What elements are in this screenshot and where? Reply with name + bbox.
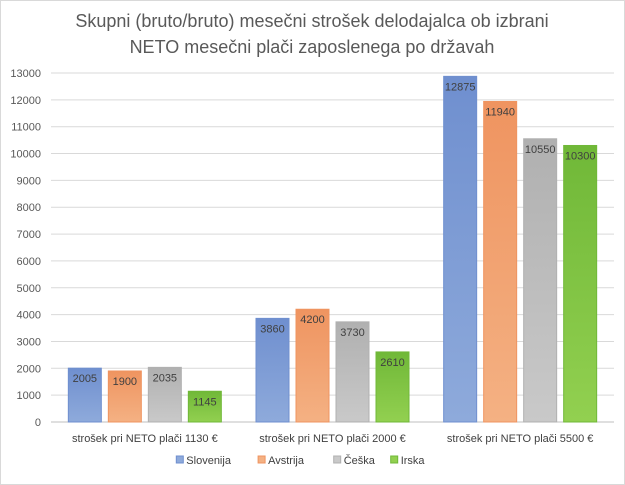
category-label: strošek pri NETO plači 2000 € (259, 433, 406, 445)
data-label: 4200 (300, 314, 324, 326)
data-label: 12875 (445, 81, 476, 93)
bar-avstrija (295, 308, 330, 423)
data-label: 3730 (340, 327, 364, 339)
bar-irska (375, 351, 410, 423)
y-tick-label: 9000 (17, 175, 41, 187)
data-label: 11940 (485, 106, 515, 118)
legend-label: Avstrija (268, 455, 305, 467)
bar-slovenija (255, 317, 290, 423)
y-tick-label: 5000 (17, 283, 41, 295)
legend-label: Slovenija (186, 455, 232, 467)
data-label: 2005 (73, 373, 97, 385)
bar-avstrija (107, 370, 142, 423)
legend-swatch-irska (390, 455, 399, 464)
data-label: 1145 (193, 396, 217, 408)
data-label: 10550 (525, 144, 556, 156)
bar-slovenija (67, 367, 102, 423)
legend-label: Irska (401, 455, 426, 467)
y-tick-label: 13000 (10, 68, 41, 80)
y-tick-label: 3000 (17, 336, 41, 348)
y-tick-label: 11000 (11, 122, 41, 134)
y-tick-label: 12000 (10, 95, 41, 107)
bar-irska (187, 390, 222, 423)
chart-title-line-2: NETO mesečni plači zaposlenega po država… (130, 37, 495, 57)
data-label: 2035 (153, 372, 177, 384)
y-tick-label: 6000 (17, 256, 41, 268)
legend-label: Češka (344, 454, 376, 467)
y-tick-label: 1000 (17, 390, 41, 402)
legend-swatch-avstrija (257, 455, 266, 464)
legend-swatch-češka (333, 455, 342, 464)
data-label: 1900 (113, 376, 137, 388)
y-tick-label: 4000 (17, 310, 41, 322)
chart-title-line-1: Skupni (bruto/bruto) mesečni strošek del… (75, 11, 548, 31)
bar-slovenija (443, 75, 478, 423)
category-label: strošek pri NETO plači 1130 € (72, 433, 218, 445)
bar-češka (147, 366, 182, 423)
data-label: 2610 (380, 357, 404, 369)
y-tick-label: 8000 (17, 202, 41, 214)
bar-češka (523, 138, 558, 423)
y-tick-label: 2000 (17, 363, 41, 375)
bar-češka (335, 321, 370, 423)
data-label: 10300 (565, 150, 596, 162)
bar-irska (563, 144, 598, 423)
category-label: strošek pri NETO plači 5500 € (447, 433, 594, 445)
y-tick-label: 7000 (17, 229, 41, 241)
y-tick-label: 0 (35, 417, 41, 429)
legend-swatch-slovenija (175, 455, 184, 464)
bar-avstrija (483, 100, 518, 423)
y-tick-label: 10000 (10, 149, 41, 161)
data-label: 3860 (260, 323, 284, 335)
